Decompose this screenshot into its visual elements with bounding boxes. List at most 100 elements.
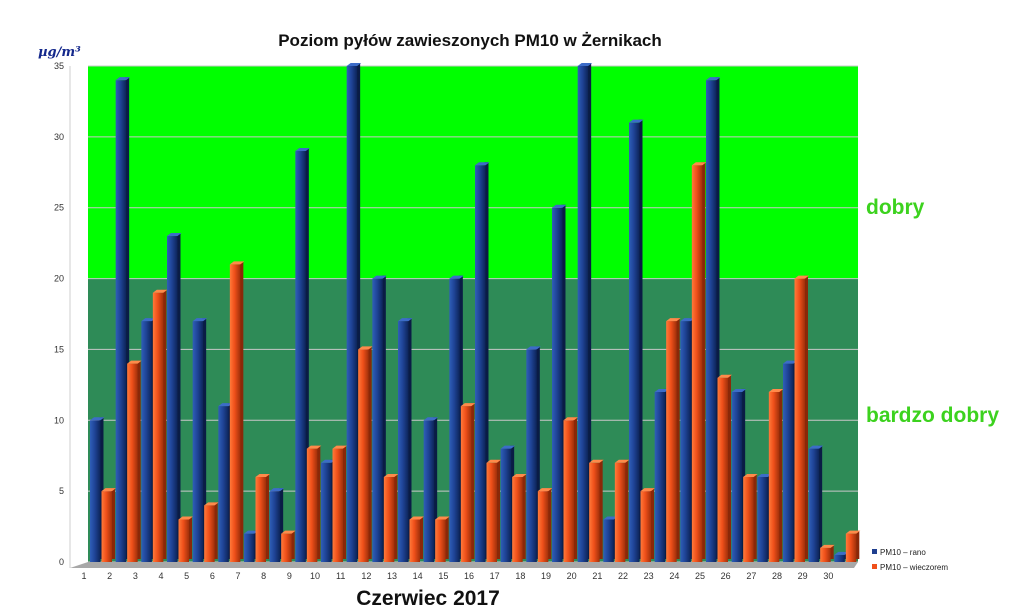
bar-top [614, 459, 630, 463]
bar-side [778, 388, 783, 559]
bar-top [794, 275, 809, 279]
bar-top [281, 530, 296, 534]
bar-top [178, 516, 193, 520]
bar-wieczorem [255, 476, 266, 562]
x-tick-label: 17 [490, 571, 500, 581]
bar-wieczorem [820, 547, 831, 562]
bar-top [423, 417, 439, 421]
bar-top [640, 488, 655, 492]
bar-side [624, 459, 629, 559]
bar-top [603, 516, 618, 520]
bar-wieczorem [409, 519, 420, 562]
bar-wieczorem [127, 363, 138, 562]
bar-wieczorem [666, 321, 677, 562]
y-tick-label: 30 [54, 132, 64, 142]
x-tick-label: 24 [669, 571, 679, 581]
bar-top [512, 473, 527, 477]
bar-top [743, 473, 758, 477]
bar-top [500, 445, 516, 449]
bar-wieczorem [743, 476, 754, 562]
bar-side [638, 119, 643, 559]
x-tick-label: 7 [235, 571, 240, 581]
bar-rano [526, 349, 537, 562]
bar-top [409, 516, 424, 520]
bar-wieczorem [178, 519, 189, 562]
bar-side [470, 403, 475, 559]
bar-side [829, 544, 834, 559]
bar-side [279, 488, 284, 559]
bar-top [372, 275, 387, 279]
bar-side [855, 530, 860, 559]
bar-top [255, 473, 270, 477]
bar-top [218, 403, 233, 407]
legend-swatch-wieczorem [872, 564, 877, 569]
bar-rano [218, 406, 229, 562]
x-tick-label: 10 [310, 571, 320, 581]
x-tick-label: 1 [81, 571, 86, 581]
bar-wieczorem [537, 491, 549, 562]
x-tick-label: 23 [644, 571, 654, 581]
bar-rano [500, 448, 512, 562]
bar-top [229, 261, 245, 265]
x-tick-label: 3 [133, 571, 138, 581]
bar-top [589, 459, 604, 463]
bar-top [321, 459, 336, 463]
bar-side [715, 77, 720, 560]
bar-top [680, 318, 695, 322]
bar-side [675, 318, 680, 559]
bar-side [598, 459, 603, 559]
bar-rano [680, 321, 691, 562]
y-tick-label: 20 [54, 274, 64, 284]
bar-side [496, 459, 500, 559]
x-tick-label: 25 [695, 571, 705, 581]
bar-side [202, 318, 207, 559]
bar-top [706, 77, 721, 81]
bar-side [752, 473, 757, 559]
x-tick-label: 8 [261, 571, 266, 581]
bar-side [162, 289, 167, 559]
bar-top [435, 516, 450, 520]
bar-rano [577, 66, 589, 562]
bar-wieczorem [486, 462, 497, 562]
bar-top [306, 445, 322, 449]
bar-wieczorem [640, 491, 651, 562]
bar-wieczorem [101, 491, 112, 562]
bar-wieczorem [512, 476, 523, 562]
bar-rano [423, 420, 435, 562]
x-tick-label: 5 [184, 571, 189, 581]
bar-side [176, 233, 181, 560]
bar-top [783, 360, 798, 364]
bar-top [141, 318, 156, 322]
x-tick-label: 22 [618, 571, 628, 581]
bar-rano [321, 462, 332, 562]
x-tick-label: 13 [387, 571, 397, 581]
y-tick-label: 5 [59, 486, 64, 496]
legend-swatch-rano [872, 549, 877, 554]
bar-side [433, 417, 438, 559]
bar-wieczorem [717, 377, 728, 562]
bar-wieczorem [768, 391, 780, 562]
zone-dobry [88, 66, 858, 279]
x-tick-label: 28 [772, 571, 782, 581]
bar-top [757, 473, 772, 477]
bar-top [460, 403, 476, 407]
x-tick-label: 26 [721, 571, 731, 581]
bar-rano [552, 207, 563, 562]
bar-top [332, 445, 347, 449]
y-tick-label: 35 [54, 61, 64, 71]
bar-top [192, 318, 208, 322]
x-tick-label: 12 [361, 571, 371, 581]
x-tick-label: 20 [567, 571, 577, 581]
bar-side [342, 445, 346, 559]
bar-top [845, 530, 861, 534]
legend: PM10 – rano PM10 – wieczorem [872, 548, 948, 572]
bar-side [535, 346, 540, 559]
bar-side [367, 346, 372, 559]
bar-wieczorem [152, 292, 164, 562]
zone-label-dobry: dobry [866, 196, 925, 219]
bar-wieczorem [563, 420, 574, 562]
y-axis-ticks: 0 5 10 15 20 25 30 35 [54, 61, 64, 567]
bar-top [691, 162, 707, 166]
bar-top [269, 488, 285, 492]
